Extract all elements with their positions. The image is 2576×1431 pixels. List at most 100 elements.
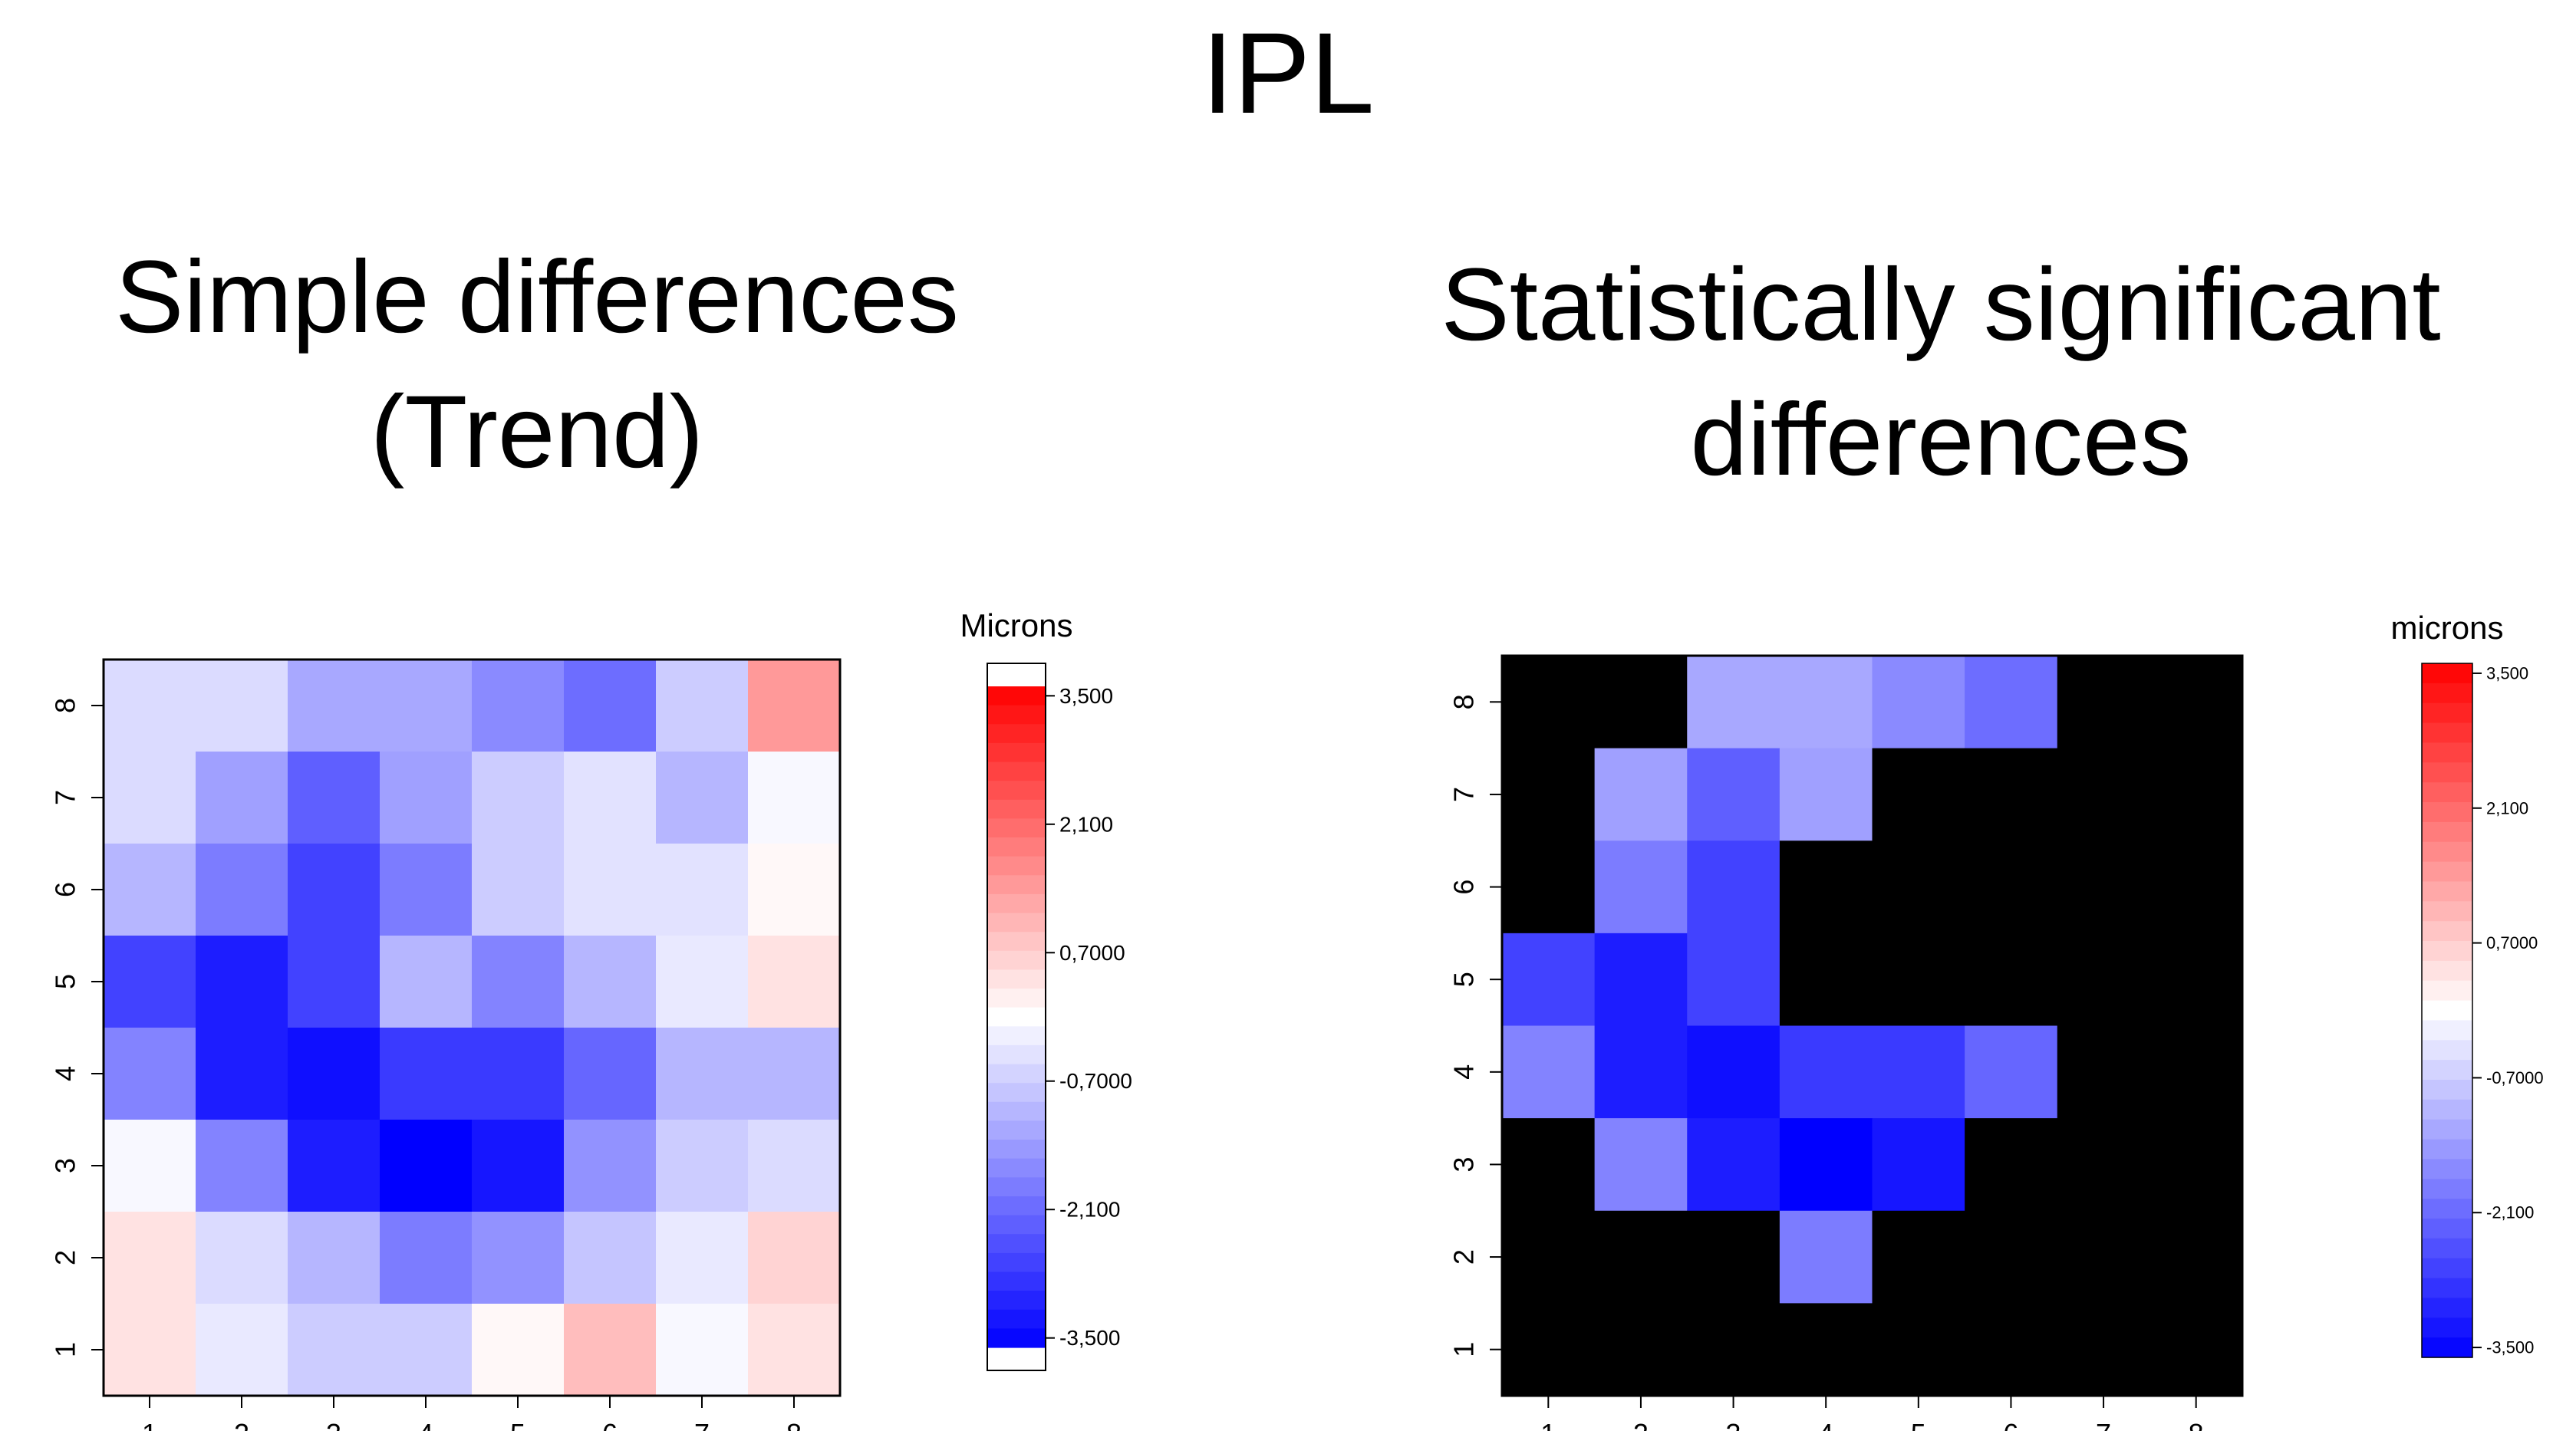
trend-cell-r3-c7	[656, 1120, 749, 1212]
sig-xtick-label-1: 1	[1540, 1418, 1556, 1431]
sig-cell-r8-c1	[1502, 656, 1596, 749]
sig-cell-r7-c6	[1965, 748, 2058, 841]
trend-legend-tick-label-5: -3,500	[1059, 1326, 1120, 1350]
sig-legend-title: microns	[2390, 610, 2503, 646]
sig-ytick-label-2: 2	[1448, 1249, 1480, 1265]
trend-cell-r4-c4	[380, 1028, 473, 1120]
trend-legend-swatch-8	[987, 837, 1046, 857]
sig-cell-r5-c2	[1594, 933, 1688, 1027]
sig-cell-r4-c8	[2149, 1025, 2243, 1119]
sig-cell-r3-c5	[1872, 1118, 1965, 1212]
sig-legend-swatch-5	[2422, 762, 2472, 783]
sig-legend-swatch-13	[2422, 921, 2472, 942]
left-panel-title: Simple differences (Trend)	[15, 230, 1059, 500]
sig-ytick-label-7: 7	[1448, 787, 1480, 802]
trend-legend-swatch-29	[987, 1234, 1046, 1254]
trend-cell-r4-c2	[196, 1028, 288, 1120]
sig-cell-r4-c5	[1872, 1025, 1965, 1119]
sig-cell-r8-c4	[1779, 656, 1873, 749]
trend-cell-r2-c3	[288, 1212, 380, 1304]
trend-cell-r6-c7	[656, 844, 749, 936]
trend-cell-r8-c8	[748, 660, 841, 752]
trend-cell-r7-c4	[380, 752, 473, 844]
sig-ytick-label-3: 3	[1448, 1156, 1480, 1172]
sig-legend-swatch-22	[2422, 1099, 2472, 1120]
sig-legend-swatch-2	[2422, 702, 2472, 724]
trend-cell-r5-c4	[380, 936, 473, 1028]
trend-legend-swatch-14	[987, 950, 1046, 971]
trend-xtick-label-1: 1	[142, 1418, 157, 1431]
trend-legend-swatch-18	[987, 1026, 1046, 1046]
trend-cell-r1-c5	[472, 1304, 565, 1396]
sig-cell-r3-c1	[1502, 1118, 1596, 1212]
trend-ytick-label-6: 6	[50, 882, 81, 897]
trend-legend-swatch-25	[987, 1158, 1046, 1178]
sig-ytick-label-5: 5	[1448, 972, 1480, 987]
trend-cell-r6-c6	[564, 844, 657, 936]
trend-legend-swatch-27	[987, 1196, 1046, 1216]
sig-legend-tick-label-0: 3,500	[2486, 663, 2528, 683]
trend-cell-r8-c2	[196, 660, 288, 752]
sig-cell-r6-c5	[1872, 841, 1965, 934]
sig-cell-r8-c8	[2149, 656, 2243, 749]
sig-cell-r6-c3	[1687, 841, 1780, 934]
trend-legend-swatch-20	[987, 1064, 1046, 1084]
trend-cell-r6-c2	[196, 844, 288, 936]
trend-cell-r6-c1	[104, 844, 196, 936]
trend-legend-swatch-3	[987, 742, 1046, 763]
trend-cell-r1-c6	[564, 1304, 657, 1396]
trend-legend-swatch-30	[987, 1252, 1046, 1273]
sig-ytick-label-6: 6	[1448, 880, 1480, 895]
sig-cell-r2-c1	[1502, 1210, 1596, 1304]
trend-legend-tick-label-2: 0,7000	[1059, 941, 1125, 965]
sig-cell-r7-c7	[2057, 748, 2150, 841]
trend-legend-swatch-17	[987, 1007, 1046, 1027]
trend-cell-r4-c3	[288, 1028, 380, 1120]
trend-cell-r2-c2	[196, 1212, 288, 1304]
sig-legend-swatch-34	[2422, 1337, 2472, 1358]
sig-legend-swatch-1	[2422, 683, 2472, 704]
sig-legend-swatch-23	[2422, 1119, 2472, 1140]
sig-plot-frame	[1500, 654, 2244, 1397]
left-title-line1: Simple differences	[115, 240, 959, 354]
sig-cell-r6-c4	[1779, 841, 1873, 934]
trend-legend-swatch-5	[987, 781, 1046, 801]
sig-cell-r2-c5	[1872, 1210, 1965, 1304]
sig-cell-r1-c3	[1687, 1303, 1780, 1396]
sig-cell-r5-c1	[1502, 933, 1596, 1027]
trend-legend-tick-label-1: 2,100	[1059, 812, 1113, 836]
trend-cell-r2-c8	[748, 1212, 841, 1304]
trend-cell-r5-c7	[656, 936, 749, 1028]
trend-legend-swatch-1	[987, 705, 1046, 725]
trend-cell-r4-c5	[472, 1028, 565, 1120]
trend-legend-swatch-6	[987, 799, 1046, 819]
trend-ytick-label-7: 7	[50, 790, 81, 805]
sig-legend-swatch-15	[2422, 960, 2472, 982]
sig-cell-r6-c1	[1502, 841, 1596, 934]
trend-cell-r7-c3	[288, 752, 380, 844]
trend-legend-tick-label-4: -2,100	[1059, 1198, 1120, 1222]
sig-cell-r5-c7	[2057, 933, 2150, 1027]
trend-legend-tick-label-0: 3,500	[1059, 684, 1113, 708]
trend-cell-r5-c5	[472, 936, 565, 1028]
sig-cell-r4-c1	[1502, 1025, 1596, 1119]
sig-legend-swatch-26	[2422, 1179, 2472, 1199]
sig-cell-r2-c7	[2057, 1210, 2150, 1304]
trend-xtick-label-8: 8	[786, 1418, 802, 1431]
sig-ytick-label-4: 4	[1448, 1064, 1480, 1080]
trend-legend-swatch-4	[987, 762, 1046, 781]
sig-cell-r3-c6	[1965, 1118, 2058, 1212]
sig-cell-r7-c4	[1779, 748, 1873, 841]
trend-cell-r7-c1	[104, 752, 196, 844]
sig-cell-r3-c2	[1594, 1118, 1688, 1212]
trend-legend-swatch-26	[987, 1177, 1046, 1197]
sig-legend-swatch-14	[2422, 941, 2472, 962]
sig-legend-swatch-16	[2422, 980, 2472, 1002]
sig-cell-r2-c8	[2149, 1210, 2243, 1304]
sig-cell-r1-c4	[1779, 1303, 1873, 1396]
sig-legend-swatch-17	[2422, 1000, 2472, 1021]
trend-cell-r4-c1	[104, 1028, 196, 1120]
sig-cell-r2-c2	[1594, 1210, 1688, 1304]
sig-cell-r2-c4	[1779, 1210, 1873, 1304]
trend-cell-r7-c5	[472, 752, 565, 844]
